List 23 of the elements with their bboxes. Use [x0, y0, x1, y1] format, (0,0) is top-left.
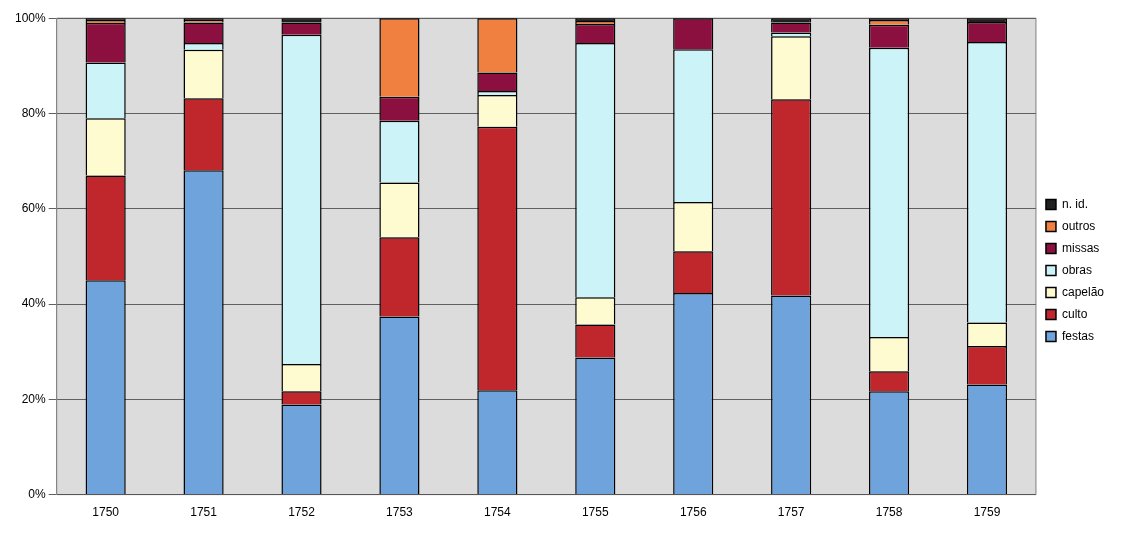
legend-label: outros	[1061, 218, 1096, 233]
x-tick-label: 1754	[484, 505, 512, 520]
x-tick-label: 1756	[679, 505, 707, 520]
y-tick-label: 80%	[21, 105, 47, 120]
x-tick-label: 1758	[875, 505, 903, 520]
legend-label: capelão	[1061, 284, 1105, 299]
legend-label: culto	[1061, 306, 1088, 321]
x-tick-label: 1753	[386, 505, 414, 520]
y-tick-label: 0%	[28, 486, 47, 501]
x-tick-label: 1755	[581, 505, 609, 520]
y-tick-label: 60%	[21, 201, 47, 216]
y-tick-label: 100%	[14, 10, 47, 25]
x-tick-label: 1757	[777, 505, 805, 520]
x-tick-label: 1751	[190, 505, 218, 520]
y-tick-label: 20%	[21, 391, 47, 406]
x-tick-label: 1750	[92, 505, 120, 520]
legend-label: n. id.	[1061, 196, 1088, 211]
x-tick-label: 1752	[288, 505, 316, 520]
legend-label: festas	[1061, 328, 1094, 343]
x-tick-label: 1759	[973, 505, 1001, 520]
legend-label: missas	[1061, 240, 1100, 255]
legend-label: obras	[1061, 262, 1092, 277]
y-tick-label: 40%	[21, 296, 47, 311]
